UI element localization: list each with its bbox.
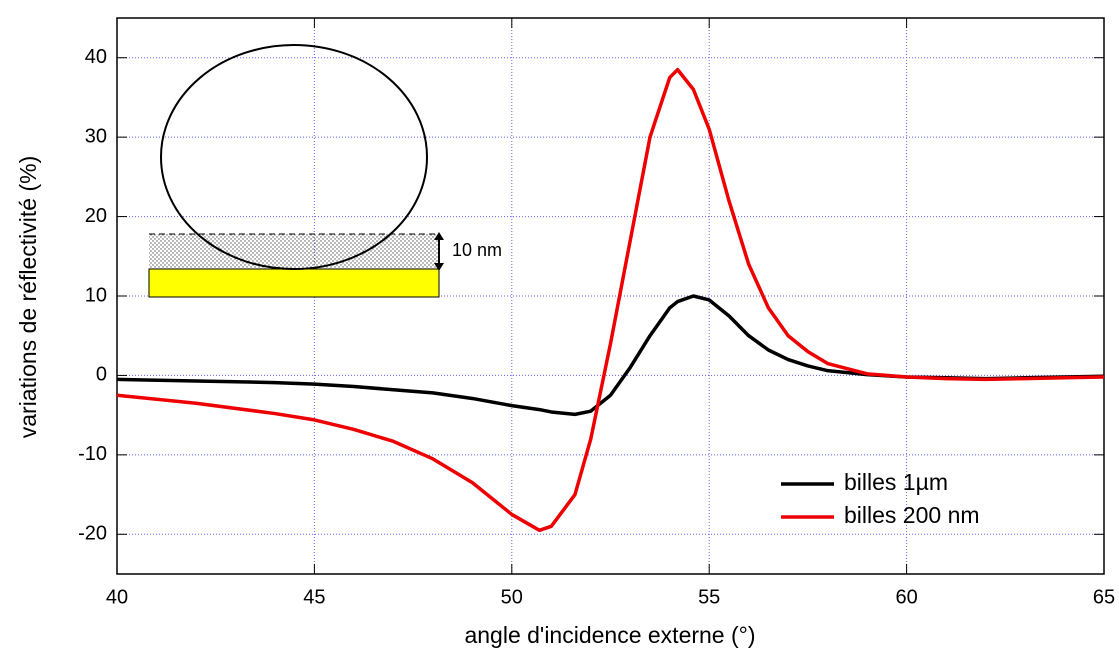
grid xyxy=(116,18,1105,574)
y-tick-label: 10 xyxy=(85,284,107,306)
gold-layer xyxy=(148,268,440,298)
x-tick-label: 65 xyxy=(1093,586,1115,608)
x-tick-label: 50 xyxy=(501,586,523,608)
arrow-heads xyxy=(434,232,444,271)
y-tick-label: -20 xyxy=(78,523,107,545)
inset-diagram: 10 nm xyxy=(148,44,502,298)
y-tick-label: 0 xyxy=(96,364,107,386)
x-tick-label: 45 xyxy=(303,586,325,608)
bead xyxy=(160,44,428,270)
layer xyxy=(149,234,439,269)
y-tick-label: 30 xyxy=(85,125,107,147)
legend-label: billes 200 nm xyxy=(844,502,980,528)
plot-frame xyxy=(116,17,1105,575)
x-tick-label: 60 xyxy=(895,586,917,608)
x-axis-label: angle d'incidence externe (°) xyxy=(464,622,755,648)
legend-label: billes 1µm xyxy=(844,469,948,495)
y-tick-label: 40 xyxy=(85,46,107,68)
y-tick-label: -10 xyxy=(78,443,107,465)
y-tick-label: 20 xyxy=(85,205,107,227)
x-tick-label: 55 xyxy=(698,586,720,608)
annotation: 10 nm xyxy=(452,240,502,260)
series-line xyxy=(116,67,1105,533)
y-axis-label: variations de réflectivité (%) xyxy=(15,156,41,439)
x-tick-label: 40 xyxy=(106,586,128,608)
